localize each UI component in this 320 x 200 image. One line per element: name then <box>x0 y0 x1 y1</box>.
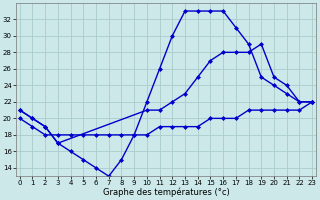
X-axis label: Graphe des températures (°c): Graphe des températures (°c) <box>103 188 229 197</box>
